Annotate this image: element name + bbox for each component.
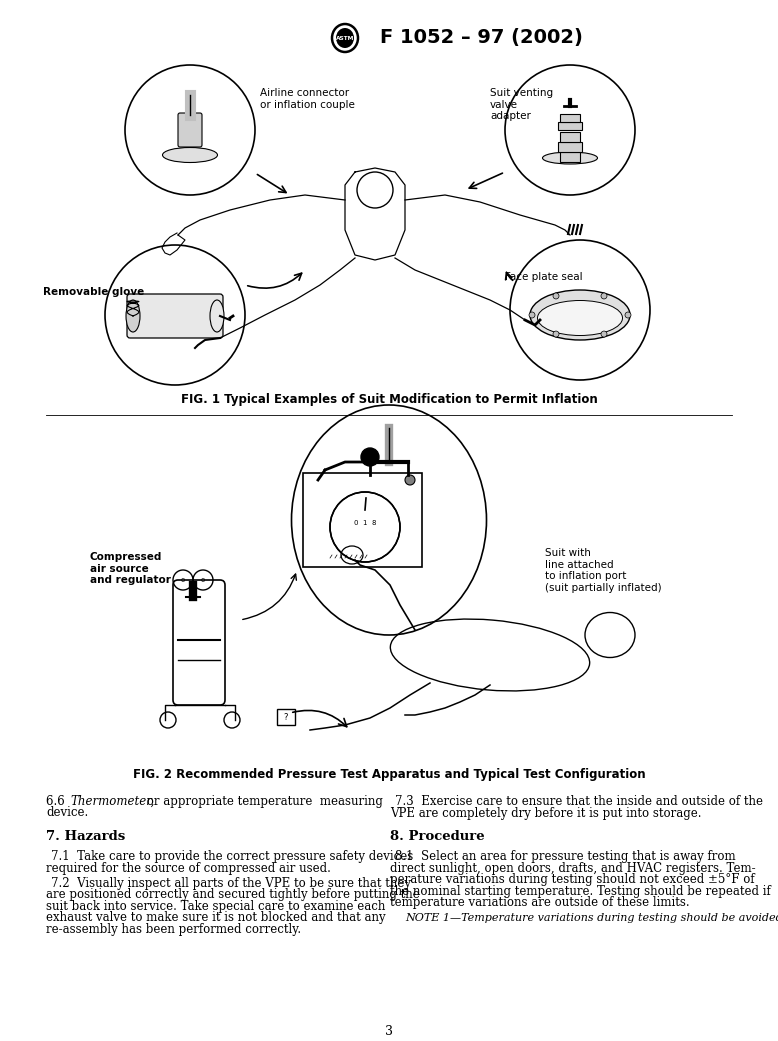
Text: o: o [180,577,185,583]
Text: 7.3  Exercise care to ensure that the inside and outside of the: 7.3 Exercise care to ensure that the ins… [395,795,763,808]
Text: 6.6: 6.6 [46,795,72,808]
FancyBboxPatch shape [277,709,295,725]
Circle shape [625,312,631,318]
Circle shape [601,293,607,299]
Text: Suit venting
valve
adapter: Suit venting valve adapter [490,88,553,121]
Text: temperature variations are outside of these limits.: temperature variations are outside of th… [390,896,689,909]
Text: the nominal starting temperature. Testing should be repeated if: the nominal starting temperature. Testin… [390,885,771,897]
Circle shape [405,475,415,485]
Text: required for the source of compressed air used.: required for the source of compressed ai… [46,862,331,874]
Text: Airline connector
or inflation couple: Airline connector or inflation couple [260,88,355,109]
Text: are positioned correctly and secured tightly before putting the: are positioned correctly and secured tig… [46,888,420,902]
Text: o: o [201,577,205,583]
Text: 3: 3 [385,1025,393,1038]
FancyBboxPatch shape [558,142,582,152]
Text: FIG. 2 Recommended Pressure Test Apparatus and Typical Test Configuration: FIG. 2 Recommended Pressure Test Apparat… [133,768,645,781]
Text: 7.1  Take care to provide the correct pressure safety devices: 7.1 Take care to provide the correct pre… [51,850,413,863]
Text: Face plate seal: Face plate seal [505,272,583,282]
Text: 7.2  Visually inspect all parts of the VPE to be sure that they: 7.2 Visually inspect all parts of the VP… [51,877,411,890]
Circle shape [529,312,535,318]
Text: FIG. 1 Typical Examples of Suit Modification to Permit Inflation: FIG. 1 Typical Examples of Suit Modifica… [180,393,598,406]
Text: ?: ? [284,712,289,721]
Circle shape [553,331,559,337]
Text: or appropriate temperature  measuring: or appropriate temperature measuring [143,795,383,808]
Text: Compressed
air source
and regulator: Compressed air source and regulator [90,552,171,585]
FancyBboxPatch shape [560,152,580,162]
Circle shape [330,492,400,562]
Text: 7. Hazards: 7. Hazards [46,830,125,842]
FancyBboxPatch shape [127,294,223,338]
Text: perature variations during testing should not exceed ±5°F of: perature variations during testing shoul… [390,873,755,886]
Text: ASTM: ASTM [336,35,354,41]
Text: suit back into service. Take special care to examine each: suit back into service. Take special car… [46,899,385,913]
Ellipse shape [538,301,622,335]
Ellipse shape [336,28,354,48]
FancyBboxPatch shape [558,122,582,130]
Text: device.: device. [46,807,88,819]
Text: NOTE 1—Temperature variations during testing should be avoided as: NOTE 1—Temperature variations during tes… [405,913,778,923]
Text: direct sunlight, open doors, drafts, and HVAC registers. Tem-: direct sunlight, open doors, drafts, and… [390,862,755,874]
Text: Thermometer,: Thermometer, [70,795,154,808]
FancyBboxPatch shape [303,473,422,567]
Ellipse shape [163,148,218,162]
Ellipse shape [542,152,598,164]
FancyBboxPatch shape [173,580,225,705]
Text: Suit with
line attached
to inflation port
(suit partially inflated): Suit with line attached to inflation por… [545,548,661,592]
Text: VPE are completely dry before it is put into storage.: VPE are completely dry before it is put … [390,807,702,819]
FancyBboxPatch shape [178,113,202,147]
Text: Removable glove: Removable glove [43,287,144,297]
Text: exhaust valve to make sure it is not blocked and that any: exhaust valve to make sure it is not blo… [46,911,386,924]
Text: F 1052 – 97 (2002): F 1052 – 97 (2002) [380,28,583,48]
Circle shape [553,293,559,299]
Text: 0  1  8: 0 1 8 [354,520,377,526]
Text: 8. Procedure: 8. Procedure [390,830,485,842]
Text: re-assembly has been performed correctly.: re-assembly has been performed correctly… [46,922,301,936]
FancyBboxPatch shape [560,115,580,122]
Ellipse shape [126,300,140,332]
Ellipse shape [210,300,224,332]
FancyBboxPatch shape [560,132,580,142]
Circle shape [601,331,607,337]
Ellipse shape [530,290,630,340]
Text: 8.1  Select an area for pressure testing that is away from: 8.1 Select an area for pressure testing … [395,850,736,863]
Circle shape [361,448,379,466]
